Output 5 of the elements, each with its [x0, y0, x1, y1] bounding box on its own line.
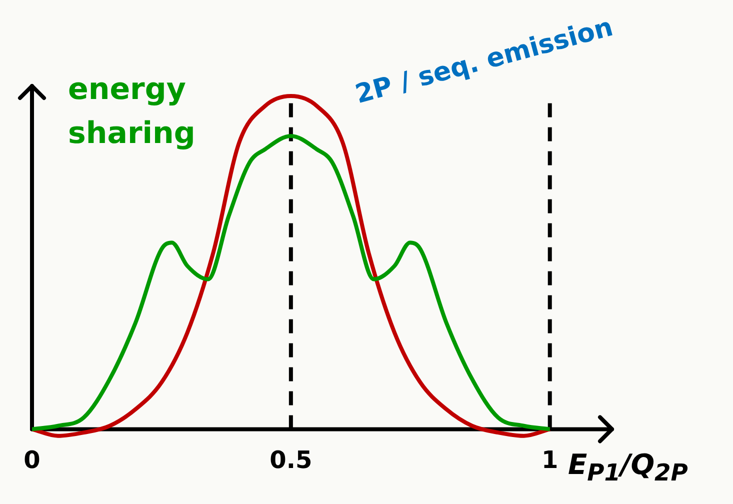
- x-axis-title: E$_{P1}$/Q$_{2P}$: [568, 448, 688, 487]
- x-tick-label: 1: [542, 446, 558, 474]
- annotation: energy sharing: [68, 71, 196, 153]
- x-tick-label: 0: [24, 446, 40, 474]
- x-tick-label: 0.5: [270, 446, 312, 474]
